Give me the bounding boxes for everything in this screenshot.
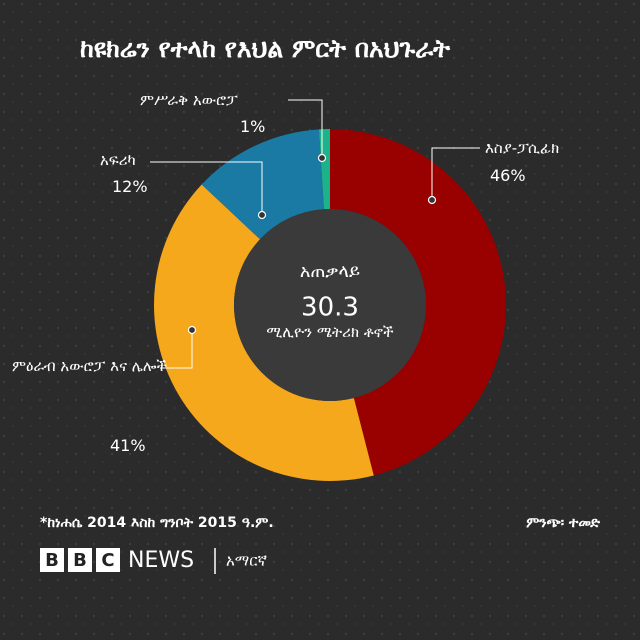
donut-slice [330, 129, 507, 476]
footnote: *ከነሐሴ 2014 እስከ ግንቦት 2015 ዓ.ም. [40, 515, 274, 531]
donut-slice [154, 184, 374, 481]
center-total: 30.3 [301, 293, 359, 323]
slice-label: ምዕራብ አውሮፓ እና ሌሎች [12, 357, 168, 375]
donut [154, 129, 507, 481]
center-title: አጠቃላይ [300, 261, 360, 282]
bbc-logo: B B C NEWS አማርኛ [40, 548, 268, 574]
logo-name: NEWS [128, 548, 194, 573]
logo-box [96, 548, 120, 572]
donut-hole [234, 209, 426, 401]
leader-line [288, 99, 323, 158]
logo-letter: B [73, 550, 87, 571]
slice-label: እስያ-ፓሲፊክ [485, 139, 560, 157]
leader-line [150, 161, 263, 215]
logo-service: አማርኛ [226, 552, 268, 570]
center-unit: ሚሊዮን ሜትሪክ ቶኖች [266, 323, 394, 341]
slice-value-label: 12% [112, 177, 148, 196]
leader-dot [187, 325, 197, 335]
logo-letter: C [101, 550, 114, 571]
leader-dot [427, 195, 437, 205]
slice-value-label: 41% [110, 436, 146, 455]
logo-box [68, 548, 92, 572]
slice-value-label: 1% [240, 117, 266, 136]
leader-dot [257, 210, 267, 220]
slice-label: አፍሪካ [100, 151, 136, 169]
logo-box [40, 548, 64, 572]
leader-line [431, 147, 480, 200]
leader-dot [317, 153, 327, 163]
donut-slice [201, 129, 324, 240]
leader-line [160, 330, 193, 369]
slice-value-label: 46% [490, 166, 526, 185]
logo-letter: B [45, 550, 59, 571]
source: ምንጭ፡ ተመድ [526, 515, 600, 531]
leader-dots [187, 153, 437, 335]
chart-title: ከዩክሬን የተላከ የእህል ምርት በአህጉራት [80, 34, 451, 63]
leaders [150, 99, 480, 369]
slice-label: ምሥራቅ አውሮፓ [140, 91, 238, 109]
